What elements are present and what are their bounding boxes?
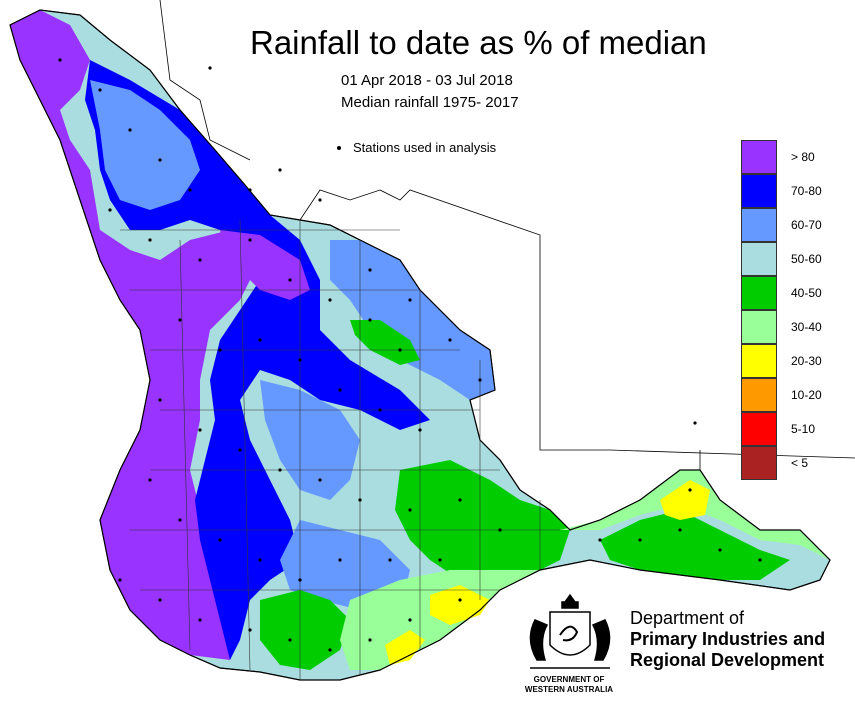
stations-label: Stations used in analysis xyxy=(353,140,497,155)
zone-60-70-east xyxy=(330,240,495,400)
department-name: Department of Primary Industries and Reg… xyxy=(630,608,825,671)
legend-row: > 80 xyxy=(741,140,851,174)
zone-40-50-south xyxy=(260,590,350,670)
legend-label: 40-50 xyxy=(791,286,822,300)
department-line1: Department of xyxy=(630,608,745,628)
legend-swatch xyxy=(741,446,777,480)
region-lines xyxy=(159,0,855,470)
legend-row: 60-70 xyxy=(741,208,851,242)
legend-label: 20-30 xyxy=(791,354,822,368)
stations-legend: Stations used in analysis xyxy=(337,140,496,155)
zone-40-50-east xyxy=(395,460,570,590)
legend-swatch xyxy=(741,140,777,174)
legend-swatch xyxy=(741,174,777,208)
legend-row: 20-30 xyxy=(741,344,851,378)
zone-70-80 xyxy=(85,60,430,660)
department-line3: Regional Development xyxy=(630,650,825,670)
legend-label: > 80 xyxy=(791,150,815,164)
legend-row: 10-20 xyxy=(741,378,851,412)
legend-row: 5-10 xyxy=(741,412,851,446)
legend-swatch xyxy=(741,412,777,446)
government-line1: GOVERNMENT OF xyxy=(533,675,605,684)
zone-60-70-north xyxy=(90,80,200,210)
date-range: 01 Apr 2018 - 03 Jul 2018 xyxy=(341,72,513,89)
legend-swatch xyxy=(741,310,777,344)
legend-label: 60-70 xyxy=(791,218,822,232)
zone-20-30-east xyxy=(660,480,710,520)
legend-row: 70-80 xyxy=(741,174,851,208)
legend-swatch xyxy=(741,208,777,242)
station-dots xyxy=(58,58,762,652)
zone-40-50-southeast xyxy=(600,510,790,580)
legend-label: 30-40 xyxy=(791,320,822,334)
zone-30-40-southeast xyxy=(560,470,830,560)
coat-of-arms-icon xyxy=(529,593,611,669)
legend-row: < 5 xyxy=(741,446,851,480)
median-period: Median rainfall 1975- 2017 xyxy=(341,94,519,111)
legend-label: 5-10 xyxy=(791,422,816,436)
zone-60-70-south xyxy=(280,520,410,610)
legend-row: 40-50 xyxy=(741,276,851,310)
zone-above-80 xyxy=(10,10,260,660)
zone-above-80-interior xyxy=(220,230,310,300)
station-dot-icon xyxy=(337,145,341,150)
legend-swatch xyxy=(741,242,777,276)
government-line2: WESTERN AUSTRALIA xyxy=(524,685,614,694)
legend-row: 50-60 xyxy=(741,242,851,276)
zone-20-30-southwest xyxy=(385,630,425,665)
legend-label: 70-80 xyxy=(791,184,822,198)
color-legend: > 80 70-80 60-70 50-60 40-50 30-40 20-30 10-20 5… xyxy=(741,140,851,480)
legend-swatch xyxy=(741,344,777,378)
shire-boundaries xyxy=(120,219,560,680)
map-title: Rainfall to date as % of median xyxy=(250,24,707,61)
government-label: GOVERNMENT OF WESTERN AUSTRALIA xyxy=(514,675,624,695)
legend-label: 10-20 xyxy=(791,388,822,402)
legend-swatch xyxy=(741,276,777,310)
department-line2: Primary Industries and xyxy=(630,629,826,649)
legend-label: 50-60 xyxy=(791,252,822,266)
legend-swatch xyxy=(741,378,777,412)
legend-label: < 5 xyxy=(791,456,809,470)
zone-20-30-south xyxy=(430,585,490,625)
zone-40-50-north xyxy=(350,320,420,365)
legend-row: 30-40 xyxy=(741,310,851,344)
